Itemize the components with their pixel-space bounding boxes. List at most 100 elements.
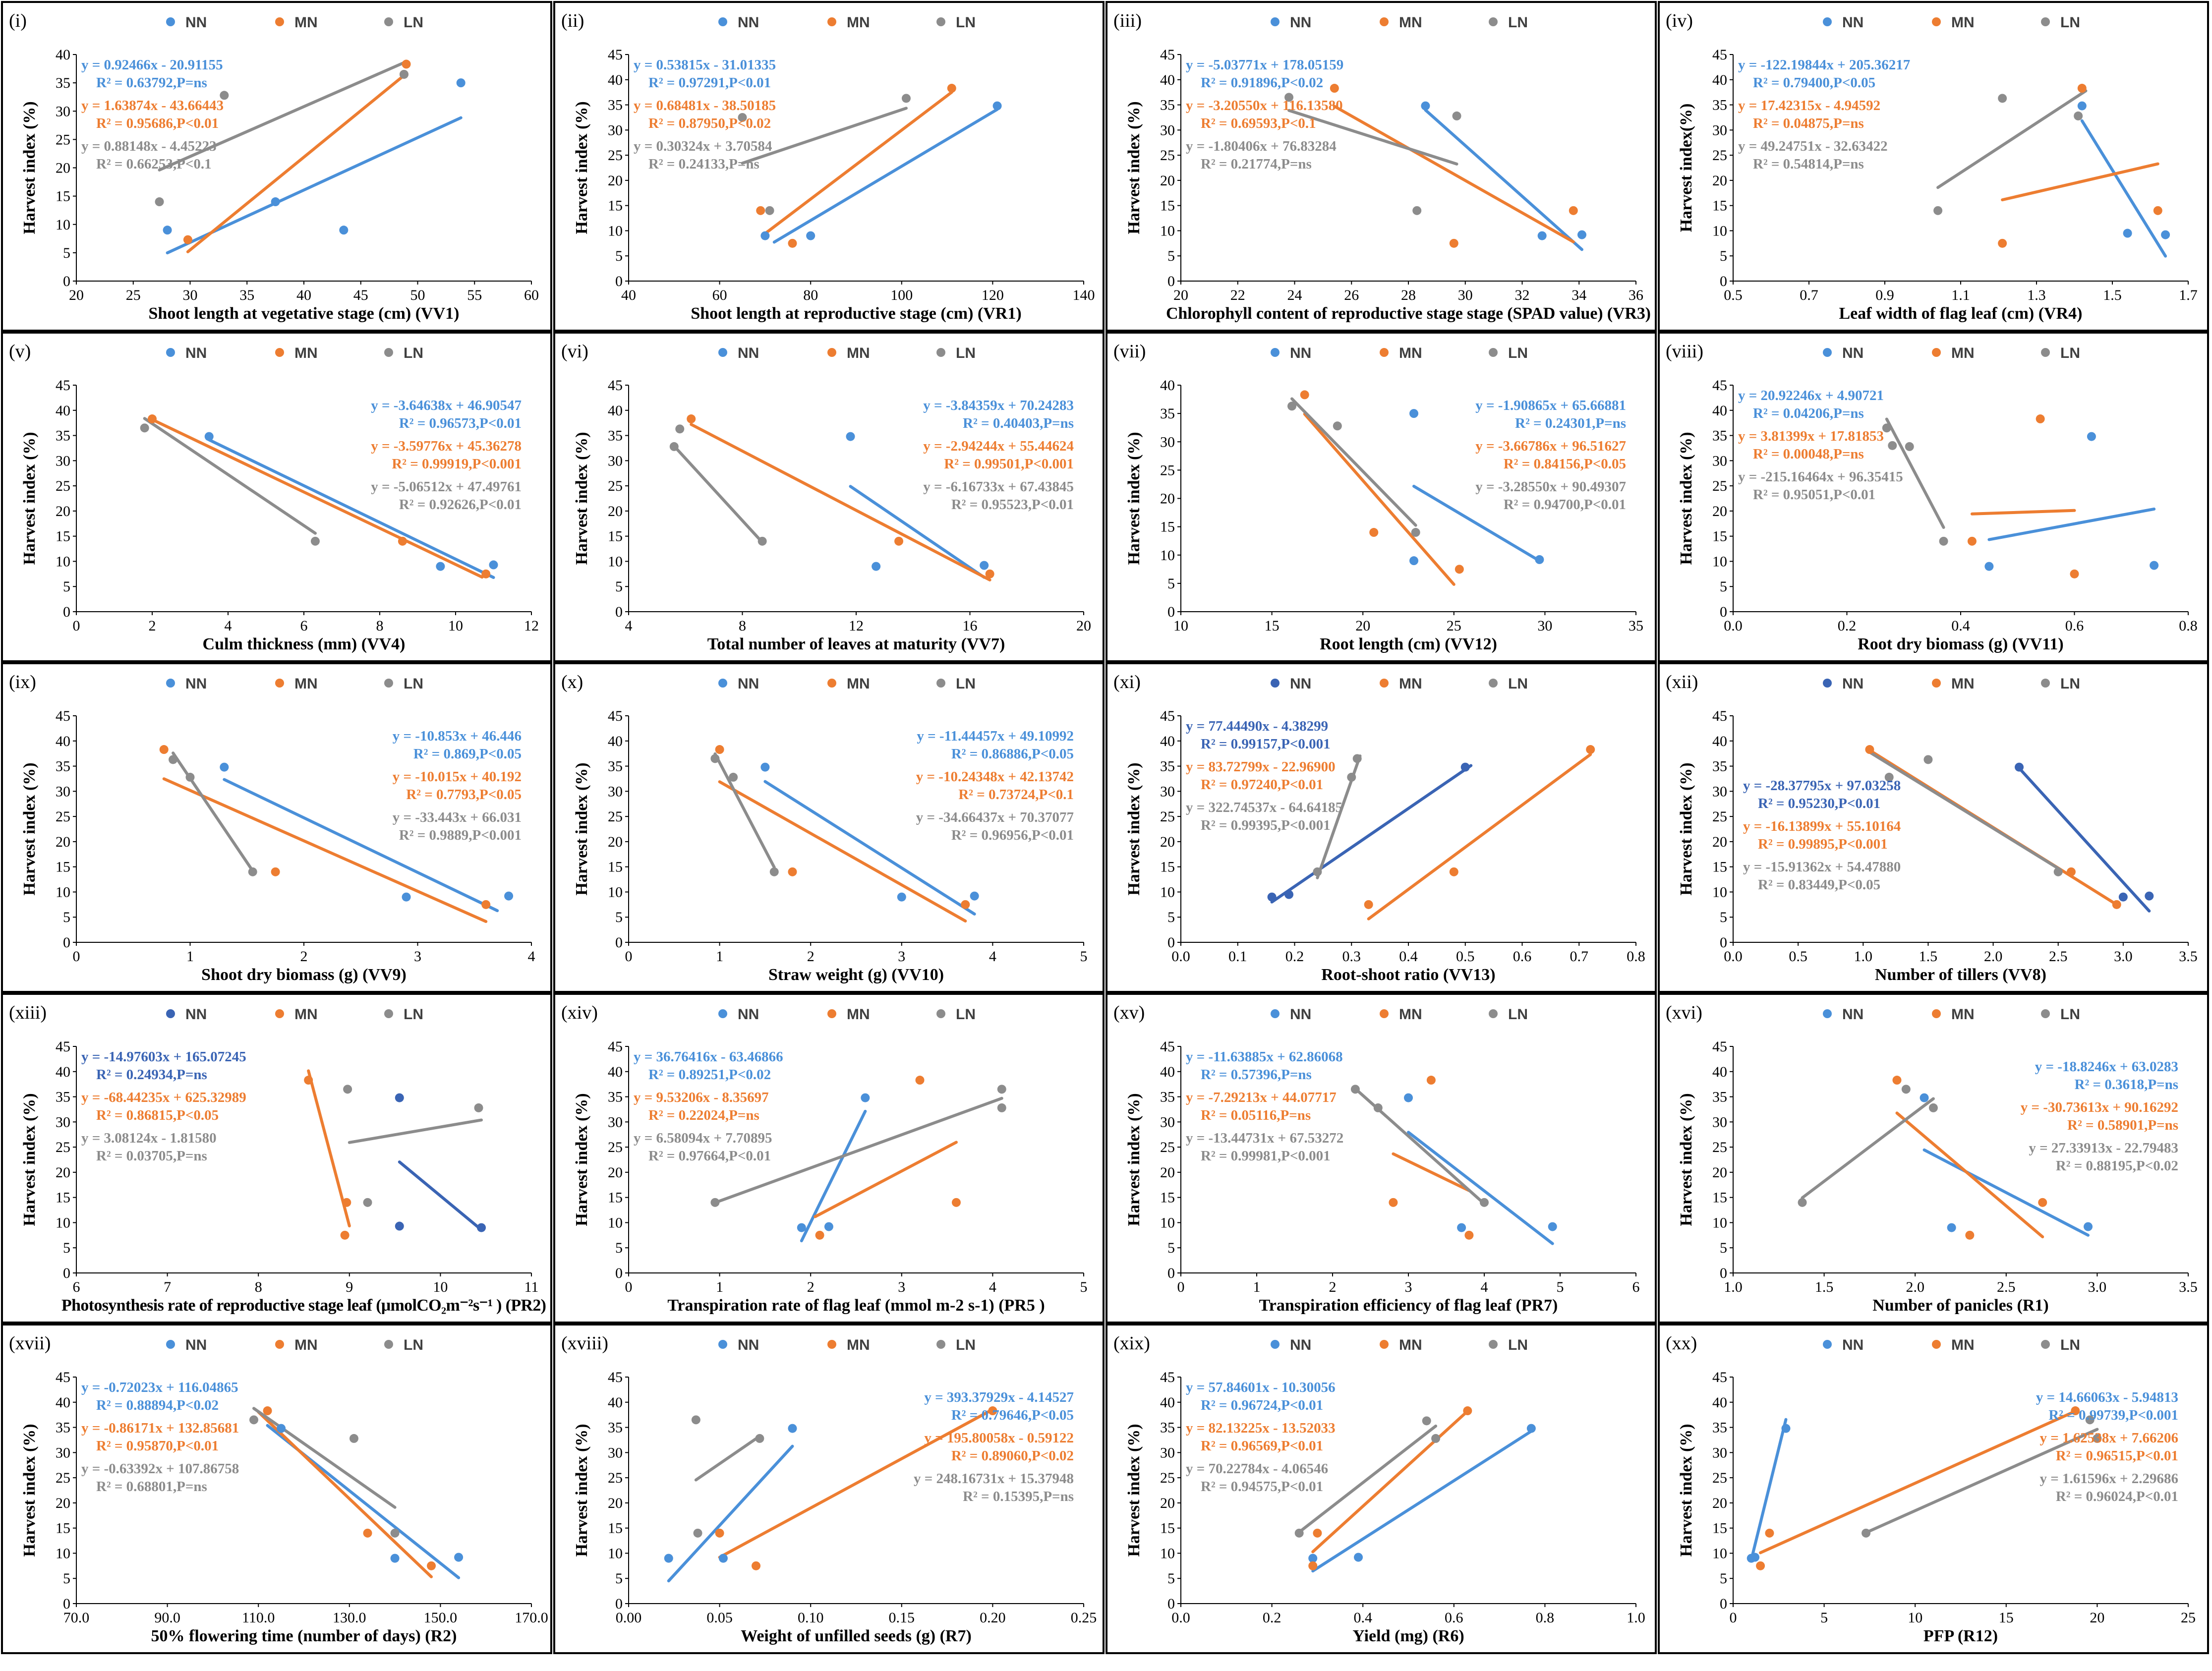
y-tick-label: 20 [56, 503, 70, 519]
legend-label-mn: MN [1399, 676, 1422, 692]
legend-label-mn: MN [294, 1006, 318, 1023]
x-tick-label: 25 [2181, 1610, 2196, 1626]
legend-marker-nn [166, 679, 175, 688]
x-axis-label: Yield (mg) (R6) [1352, 1627, 1464, 1645]
trend-line-mn [307, 1069, 351, 1228]
y-tick-label: 15 [1712, 528, 1727, 545]
legend-label-nn: NN [1842, 1006, 1863, 1023]
legend-marker-ln [936, 17, 945, 26]
regression-equation-ln: y = 27.33913x - 22.79483 [2029, 1140, 2178, 1156]
x-tick-label: 0 [73, 948, 80, 965]
x-tick-label: 26 [1344, 287, 1359, 303]
y-tick-label: 30 [1160, 1444, 1175, 1461]
legend-marker-nn [718, 1009, 727, 1018]
panel-label: (v) [9, 341, 31, 362]
data-point-nn [1750, 1553, 1760, 1562]
x-tick-label: 0.0 [1171, 1610, 1190, 1626]
legend-label-nn: NN [1290, 676, 1311, 692]
panel-border [1658, 1324, 2209, 1654]
y-tick-label: 0 [63, 1265, 70, 1281]
x-tick-label: 0.8 [1536, 1610, 1555, 1626]
y-tick-label: 10 [1712, 1545, 1727, 1561]
trend-line-mn [151, 418, 484, 579]
x-tick-label: 4 [1481, 1279, 1488, 1295]
legend-label-ln: LN [956, 14, 976, 31]
legend-label-nn: NN [738, 345, 759, 361]
legend-label-nn: NN [1842, 14, 1863, 31]
legend-label-ln: LN [956, 345, 976, 361]
legend-marker-ln [2041, 17, 2050, 26]
legend-label-nn: NN [185, 1337, 207, 1353]
data-point-mn [1967, 536, 1977, 546]
y-tick-label: 35 [1712, 1089, 1727, 1105]
regression-equation-nn: R² = 0.57396,P=ns [1201, 1067, 1312, 1083]
trend-line-nn [2018, 766, 2151, 913]
x-tick-label: 1.0 [1627, 1610, 1645, 1626]
y-tick-label: 40 [608, 733, 623, 749]
legend-marker-ln [1489, 1009, 1498, 1018]
regression-equation-mn: R² = 0.00048,P=ns [1753, 446, 1864, 462]
data-point-ln [997, 1103, 1006, 1112]
trend-line-mn [1367, 753, 1592, 921]
y-tick-label: 45 [1712, 377, 1727, 394]
regression-equation-nn: R² = 0.97291,P<0.01 [648, 75, 771, 91]
trend-line-nn [398, 1160, 483, 1231]
x-tick-label: 70.0 [63, 1610, 90, 1626]
panel-label: (xviii) [561, 1333, 608, 1354]
trend-line-ln [172, 751, 254, 872]
legend-marker-nn [166, 1009, 175, 1018]
y-tick-label: 5 [63, 1570, 70, 1587]
legend-label-nn: NN [1842, 1337, 1863, 1353]
data-point-mn [2071, 1406, 2080, 1416]
y-tick-label: 35 [1160, 1420, 1175, 1436]
legend-marker-mn [275, 679, 284, 688]
data-point-nn [339, 226, 349, 235]
data-point-ln [1862, 1528, 1871, 1538]
regression-equation-mn: y = 9.53206x - 8.35697 [634, 1090, 769, 1105]
y-tick-label: 10 [1160, 1545, 1175, 1561]
x-tick-label: 3.5 [2179, 1279, 2198, 1295]
x-tick-label: 50 [410, 287, 425, 303]
legend-label-mn: MN [294, 14, 318, 31]
data-point-mn [1998, 238, 2007, 248]
x-tick-label: 2 [1329, 1279, 1337, 1295]
regression-equation-mn: y = 195.80058x - 0.59122 [924, 1430, 1074, 1446]
regression-equation-nn: R² = 0.86886,P<0.05 [951, 746, 1074, 762]
data-point-ln [1452, 111, 1461, 120]
y-tick-label: 10 [608, 884, 623, 900]
y-tick-label: 30 [1712, 1114, 1727, 1130]
regression-equation-ln: R² = 0.24133,P=ns [648, 156, 759, 172]
trend-line-nn [1749, 1418, 1788, 1561]
y-axis-label: Harvest index (%) [1125, 1093, 1143, 1226]
legend-marker-ln [2041, 1009, 2050, 1018]
y-axis-label: Harvest index (%) [20, 762, 39, 895]
y-tick-label: 25 [56, 1470, 70, 1486]
x-tick-label: 5 [1820, 1610, 1828, 1626]
regression-equation-ln: R² = 0.92626,P<0.01 [399, 497, 522, 513]
x-tick-label: 8 [376, 618, 384, 634]
x-tick-label: 25 [1447, 618, 1461, 634]
data-point-nn [1947, 1223, 1956, 1232]
regression-equation-mn: y = -0.86171x + 132.85681 [81, 1420, 239, 1436]
y-tick-label: 5 [615, 248, 623, 264]
data-point-mn [1765, 1528, 1774, 1538]
data-point-ln [1284, 93, 1294, 102]
y-axis-label: Harvest index (%) [573, 432, 591, 565]
x-tick-label: 0.0 [1724, 618, 1743, 634]
y-tick-label: 40 [1712, 403, 1727, 419]
legend-label-mn: MN [1951, 676, 1975, 692]
data-point-mn [1455, 565, 1464, 574]
data-point-ln [1928, 1103, 1938, 1112]
data-point-nn [1537, 231, 1547, 240]
y-tick-label: 40 [56, 1064, 70, 1080]
x-axis-label: Transpiration rate of flag leaf (mmol m-… [667, 1296, 1045, 1315]
panel-border [1106, 1, 1657, 332]
x-tick-label: 30 [1537, 618, 1552, 634]
y-tick-label: 35 [56, 758, 70, 775]
panel-border [553, 1, 1105, 332]
data-point-ln [169, 755, 178, 764]
regression-equation-nn: y = -122.19844x + 205.36217 [1738, 57, 1910, 73]
y-tick-label: 40 [1160, 733, 1175, 749]
y-tick-label: 30 [608, 783, 623, 800]
data-point-nn [504, 891, 514, 901]
